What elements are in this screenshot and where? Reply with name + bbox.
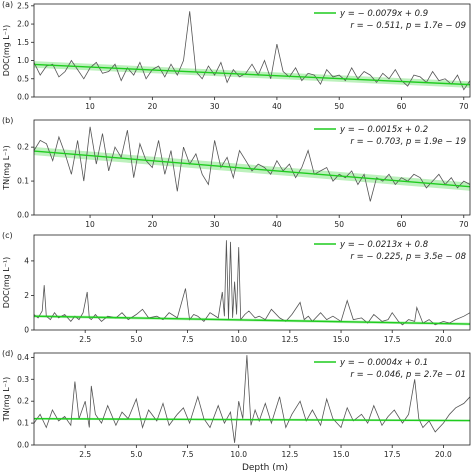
x-tick-label: 40: [272, 102, 282, 111]
x-tick-label: 50: [334, 220, 344, 229]
legend-statistics: r = − 0.225, p = 3.5e − 08: [350, 252, 466, 262]
x-tick-label: 15.0: [333, 450, 350, 459]
y-tick-label: 2.5: [17, 1, 29, 10]
x-tick-label: 30: [210, 220, 220, 229]
x-tick-label: 7.5: [182, 335, 194, 344]
x-tick-label: 10: [85, 220, 95, 229]
y-tick-label: 0.5: [17, 74, 29, 83]
panel-label: (c): [2, 231, 13, 240]
plot-frame: [33, 352, 471, 446]
regression-line: [33, 63, 471, 86]
x-tick-label: 30: [210, 102, 220, 111]
x-tick-label: 20: [148, 220, 158, 229]
y-axis-label: TN(mg L⁻¹): [2, 377, 11, 422]
x-tick-label: 10: [85, 102, 95, 111]
legend-statistics: r = − 0.511, p = 1.7e − 09: [350, 21, 466, 31]
chart-panel: 10 20 30 40 50 60 70 0.0 0.5 1.0 1.5 2.0 2.5 DOC(mg L…: [2, 0, 471, 111]
x-tick-label: 20.0: [435, 450, 452, 459]
chart-panel: 2.5 5.0 7.5 10.0 12.5 15.0 17.5 20.0 0 2 4 DOC(mg L…: [2, 231, 471, 344]
x-tick-label: 60: [397, 102, 407, 111]
y-tick-label: 0.0: [17, 93, 29, 102]
x-tick-label: 12.5: [282, 335, 299, 344]
plot-frame: [33, 234, 471, 331]
x-tick-label: 10.0: [230, 335, 247, 344]
legend-equation: y = − 0.0015x + 0.2: [339, 125, 428, 135]
data-series-line: [33, 11, 471, 91]
y-tick-label: 0.0: [17, 441, 29, 450]
x-tick-label: 17.5: [384, 450, 401, 459]
x-tick-label: 15.0: [333, 335, 350, 344]
x-tick-label: 40: [272, 220, 282, 229]
data-series-line: [33, 126, 471, 202]
y-tick-label: 0.1: [17, 419, 29, 428]
y-axis-label: TN(mg L⁻¹): [2, 145, 11, 190]
x-tick-label: 17.5: [384, 335, 401, 344]
x-tick-label: 7.5: [182, 450, 194, 459]
y-tick-label: 0: [24, 326, 29, 335]
chart-panel: 2.5 5.0 7.5 10.0 12.5 15.0 17.5 20.0 0.0 0.1 0.2 0.…: [2, 349, 471, 459]
y-tick-label: 0.1: [17, 177, 29, 186]
x-tick-label: 70: [459, 102, 469, 111]
legend-equation: y = − 0.0079x + 0.9: [339, 9, 428, 19]
x-tick-label: 5.0: [130, 450, 142, 459]
data-series-line: [33, 240, 471, 326]
regression-line: [33, 150, 471, 188]
x-tick-label: 5.0: [130, 335, 142, 344]
y-tick-label: 0.2: [17, 143, 29, 152]
x-tick-label: 70: [459, 220, 469, 229]
x-tick-label: 20.0: [435, 335, 452, 344]
y-tick-label: 4: [24, 256, 29, 265]
y-axis-label: DOC(mg L⁻¹): [2, 25, 11, 77]
x-tick-label: 50: [334, 102, 344, 111]
panel-label: (b): [2, 116, 13, 125]
data-series-line: [33, 355, 471, 443]
legend-equation: y = − 0.0004x + 0.1: [339, 358, 428, 368]
x-tick-label: 20: [148, 102, 158, 111]
y-tick-label: 0.4: [17, 353, 29, 362]
legend-statistics: r = − 0.703, p = 1.9e − 19: [350, 137, 466, 147]
regression-line: [33, 418, 471, 422]
legend-equation: y = − 0.0213x + 0.8: [339, 240, 429, 250]
y-tick-label: 0.0: [17, 211, 29, 220]
x-tick-label: 12.5: [282, 450, 299, 459]
y-axis-label: DOC(mg L⁻¹): [2, 257, 11, 309]
legend-statistics: r = − 0.046, p = 2.7e − 01: [350, 370, 466, 380]
y-tick-label: 0.3: [17, 375, 29, 384]
x-tick-label: 10.0: [230, 450, 247, 459]
panel-label: (a): [2, 0, 13, 9]
plot-frame: [33, 3, 471, 98]
x-tick-label: 2.5: [79, 450, 91, 459]
regression-line: [33, 315, 471, 325]
chart-panel: 10 20 30 40 50 60 70 0.0 0.1 0.2 TN(mg L⁻¹) (b) y = …: [2, 116, 471, 229]
plot-frame: [33, 119, 471, 216]
y-tick-label: 2.0: [17, 20, 29, 29]
y-tick-label: 0.2: [17, 397, 29, 406]
y-tick-label: 2: [24, 291, 29, 300]
x-tick-label: 60: [397, 220, 407, 229]
x-tick-label: 2.5: [79, 335, 91, 344]
y-tick-label: 1.5: [17, 38, 29, 47]
y-tick-label: 1.0: [17, 56, 29, 65]
x-axis-label: Depth (m): [242, 463, 288, 473]
panel-label: (d): [2, 349, 13, 358]
